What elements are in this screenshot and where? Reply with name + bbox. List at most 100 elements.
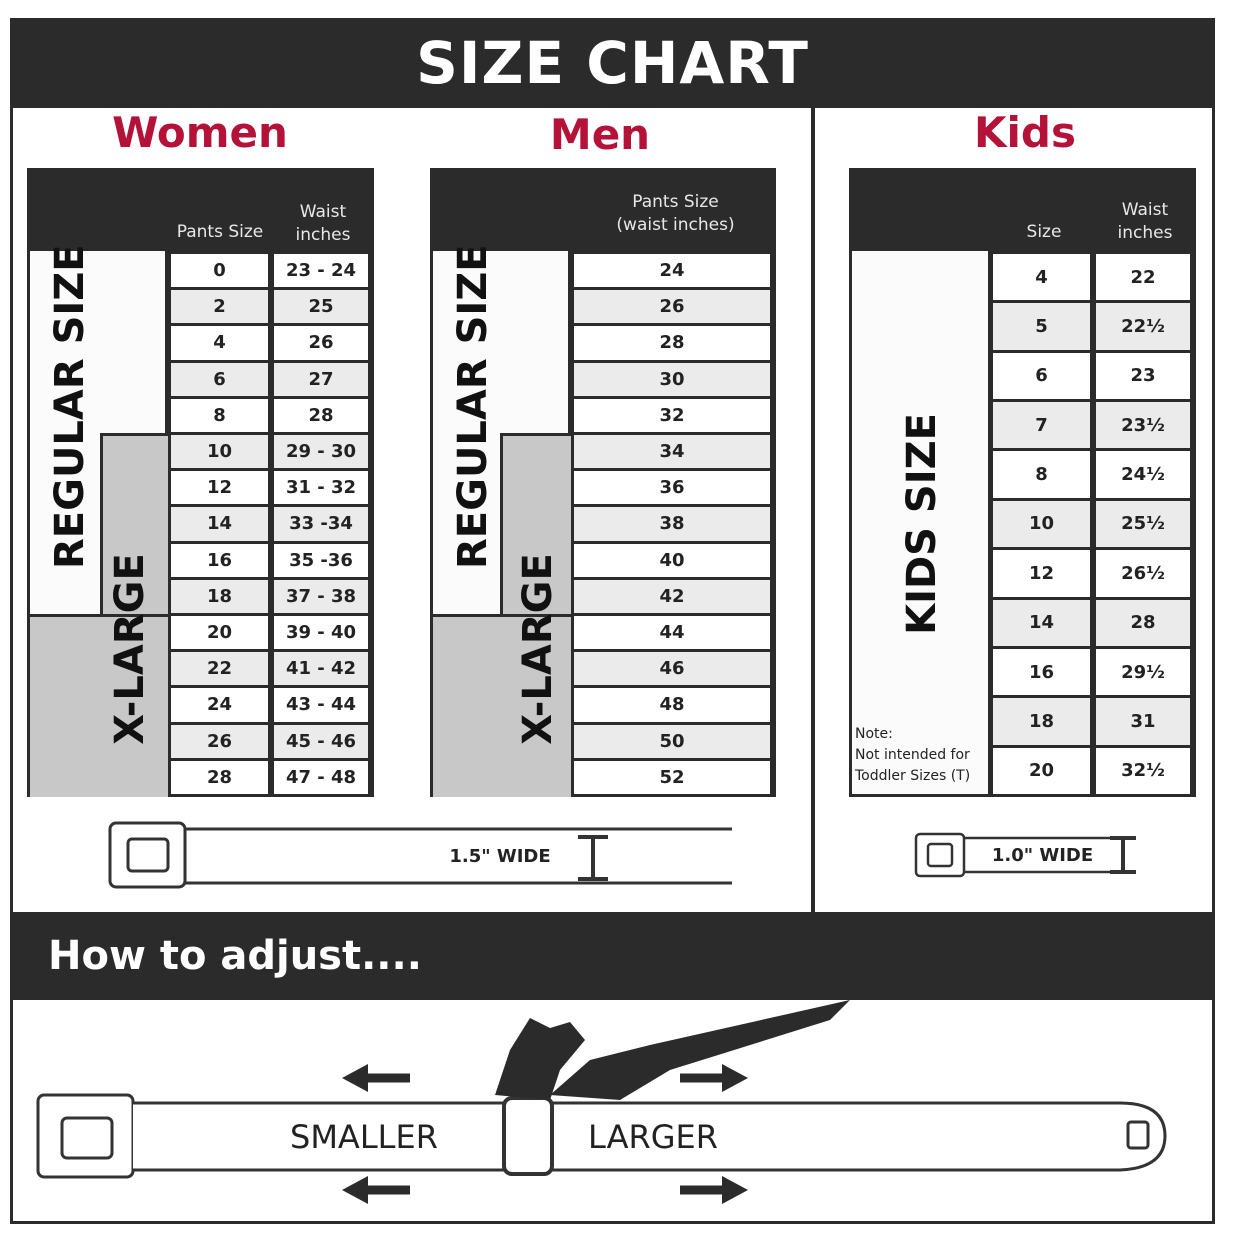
women-waist-cell: 39 - 40: [271, 613, 371, 653]
women-waist-cell: 29 - 30: [271, 432, 371, 472]
women-pants-size-cell: 16: [168, 540, 271, 580]
kids-waist-cell: 23: [1093, 349, 1193, 403]
men-col-header: Pants Size (waist inches): [616, 192, 735, 235]
women-waist-cell: 28: [271, 395, 371, 435]
women-pants-size-cell: 18: [168, 576, 271, 616]
men-pants-size-cell: 48: [571, 685, 773, 725]
women-xlarge-label: X-LARGE: [107, 553, 153, 745]
women-pants-size-cell: 12: [168, 468, 271, 508]
men-pants-size-cell: 36: [571, 468, 773, 508]
women-waist-cell: 31 - 32: [271, 468, 371, 508]
men-heading: Men: [549, 110, 651, 159]
women-pants-size-cell: 28: [168, 757, 271, 797]
women-waist-cell: 41 - 42: [271, 649, 371, 689]
kids-waist-cell: 26½: [1093, 547, 1193, 600]
page-title: SIZE CHART: [10, 18, 1215, 108]
women-pants-size-cell: 14: [168, 504, 271, 544]
kids-col-header-waist: Waist inches: [1117, 200, 1173, 243]
kids-waist-cell: 25½: [1093, 497, 1193, 551]
kids-heading: Kids: [973, 108, 1076, 157]
men-pants-size-cell: 40: [571, 540, 773, 580]
hand-icon: [495, 1018, 585, 1100]
arrow-right-icon: [680, 1064, 748, 1092]
kids-label-region: [852, 251, 988, 794]
men-xlarge-label: X-LARGE: [515, 553, 561, 745]
kids-belt-width: 1.0" WIDE: [991, 845, 1094, 866]
kids-waist-cell: 22: [1093, 251, 1193, 304]
women-col-header-size: Pants Size: [176, 222, 264, 242]
kids-size-cell: 20: [990, 744, 1093, 797]
kids-note: Note: Not intended for Toddler Sizes (T): [855, 726, 971, 784]
belt-buckle-icon: [914, 832, 966, 878]
women-men-belt-illustration: [108, 821, 732, 889]
larger-label: LARGER: [588, 1118, 718, 1156]
women-men-belt-width: 1.5" WIDE: [449, 846, 551, 867]
women-pants-size-cell: 8: [168, 395, 271, 435]
women-regular-label: REGULAR SIZE: [47, 244, 93, 569]
kids-waist-cell: 32½: [1093, 744, 1193, 797]
women-heading: Women: [112, 108, 288, 157]
adjust-belt-illustration: [36, 1000, 1167, 1204]
belt-tip-hole-icon: [1126, 1120, 1150, 1150]
arrow-left-icon: [342, 1176, 410, 1204]
kids-size-cell: 14: [990, 596, 1093, 649]
kids-size-cell: 18: [990, 695, 1093, 748]
men-pants-size-cell: 24: [571, 251, 773, 291]
kids-size-label: KIDS SIZE: [899, 413, 945, 635]
kids-waist-cell: 29½: [1093, 645, 1193, 699]
women-pants-size-cell: 4: [168, 323, 271, 363]
arrow-right-icon: [680, 1176, 748, 1204]
men-pants-size-cell: 38: [571, 504, 773, 544]
kids-waist-cell: 24½: [1093, 448, 1193, 501]
men-pants-size-cell: 32: [571, 395, 773, 435]
kids-size-cell: 6: [990, 349, 1093, 403]
women-pants-size-cell: 26: [168, 721, 271, 761]
smaller-label: SMALLER: [290, 1118, 438, 1156]
kids-waist-cell: 31: [1093, 695, 1193, 748]
women-waist-cell: 23 - 24: [271, 251, 371, 291]
men-pants-size-cell: 46: [571, 649, 773, 689]
how-to-adjust-heading: How to adjust....: [10, 912, 1215, 1000]
women-pants-size-cell: 2: [168, 287, 271, 327]
kids-size-cell: 10: [990, 497, 1093, 551]
women-waist-cell: 33 -34: [271, 504, 371, 544]
kids-size-cell: 7: [990, 399, 1093, 452]
men-xlarge-region: [433, 614, 571, 797]
women-waist-cell: 47 - 48: [271, 757, 371, 797]
women-xlarge-region: [30, 614, 168, 797]
kids-belt-illustration: [914, 832, 1136, 878]
belt-buckle-icon: [108, 821, 187, 889]
women-waist-cell: 43 - 44: [271, 685, 371, 725]
kids-col-header-size: Size: [1026, 222, 1062, 242]
kids-size-cell: 16: [990, 645, 1093, 699]
kids-waist-cell: 23½: [1093, 399, 1193, 452]
men-pants-size-cell: 34: [571, 432, 773, 472]
men-regular-label: REGULAR SIZE: [450, 244, 496, 569]
kids-size-table: Size Waist inches KIDS SIZE Note: Not in…: [849, 168, 1196, 797]
women-pants-size-cell: 10: [168, 432, 271, 472]
women-waist-cell: 45 - 46: [271, 721, 371, 761]
men-pants-size-cell: 42: [571, 576, 773, 616]
kids-waist-cell: 22½: [1093, 300, 1193, 353]
kids-waist-cell: 28: [1093, 596, 1193, 649]
arrow-left-icon: [342, 1064, 410, 1092]
women-pants-size-cell: 20: [168, 613, 271, 653]
kids-size-cell: 4: [990, 251, 1093, 304]
women-waist-cell: 25: [271, 287, 371, 327]
women-pants-size-cell: 6: [168, 359, 271, 399]
men-pants-size-cell: 44: [571, 613, 773, 653]
women-pants-size-cell: 24: [168, 685, 271, 725]
women-col-header-waist: Waist inches: [295, 202, 351, 245]
women-waist-cell: 27: [271, 359, 371, 399]
men-pants-size-cell: 26: [571, 287, 773, 327]
section-divider: [811, 108, 815, 914]
women-waist-cell: 35 -36: [271, 540, 371, 580]
kids-size-cell: 8: [990, 448, 1093, 501]
women-pants-size-cell: 22: [168, 649, 271, 689]
women-waist-cell: 26: [271, 323, 371, 363]
belt-buckle-icon: [36, 1093, 135, 1179]
belt-slider-icon: [502, 1096, 554, 1176]
men-pants-size-cell: 52: [571, 757, 773, 797]
men-pants-size-cell: 50: [571, 721, 773, 761]
